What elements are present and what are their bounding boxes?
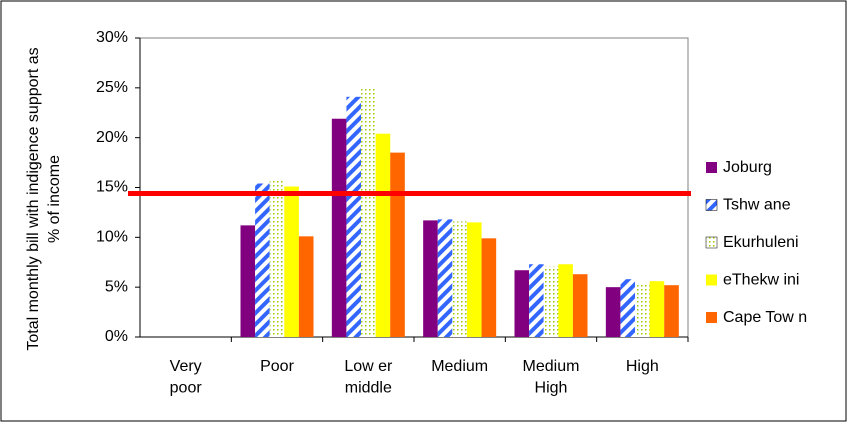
- y-tick-label: 5%: [105, 278, 128, 295]
- bar: [390, 152, 405, 337]
- x-tick-label: Poor: [260, 358, 294, 375]
- bar: [529, 264, 544, 337]
- y-tick-label: 20%: [96, 129, 128, 146]
- bar: [514, 270, 530, 337]
- y-tick-label: 0%: [105, 328, 128, 345]
- bar: [558, 264, 573, 337]
- y-tick-label: 15%: [96, 179, 128, 196]
- bar: [572, 274, 588, 337]
- y-axis-label: % of income: [46, 155, 63, 243]
- bar: [481, 238, 497, 337]
- bar: [605, 287, 621, 337]
- legend-label: eThekw ini: [723, 272, 799, 289]
- legend-swatch: [705, 199, 718, 211]
- x-tick-label: Low er middle: [344, 358, 393, 397]
- legend-label: Ekurhuleni: [723, 234, 799, 251]
- legend-swatch: [706, 162, 717, 173]
- x-tick-label: Medium: [431, 358, 488, 375]
- y-tick-label: 30%: [96, 29, 128, 46]
- bar: [649, 281, 665, 337]
- legend-label: Tshw ane: [723, 197, 791, 214]
- bar: [298, 236, 314, 337]
- bar: [284, 186, 299, 337]
- legend-swatch: [706, 274, 717, 286]
- bar: [466, 222, 482, 337]
- bar: [620, 279, 636, 337]
- bar: [543, 266, 559, 337]
- x-tick-label: High: [626, 358, 659, 375]
- x-tick-label: Very poor: [170, 358, 203, 397]
- bar: [269, 180, 285, 337]
- bar: [423, 220, 438, 337]
- bar: [346, 96, 362, 337]
- bar: [255, 183, 270, 337]
- bar: [452, 221, 467, 337]
- bar: [361, 86, 376, 337]
- bar: [664, 285, 679, 337]
- bar: [375, 133, 391, 337]
- x-tick-label: Medium High: [523, 358, 580, 397]
- legend-swatch: [706, 312, 717, 323]
- bar: [635, 283, 650, 337]
- legend-label: Cape Tow n: [723, 309, 807, 326]
- bar: [331, 118, 347, 337]
- legend-swatch: [705, 236, 718, 249]
- bar: [240, 225, 256, 337]
- bar: [437, 219, 453, 337]
- legend-label: Joburg: [723, 159, 772, 176]
- y-tick-label: 25%: [96, 79, 128, 96]
- y-tick-label: 10%: [96, 229, 128, 246]
- y-axis-label: Total monthly bill with indigence suppor…: [25, 47, 42, 350]
